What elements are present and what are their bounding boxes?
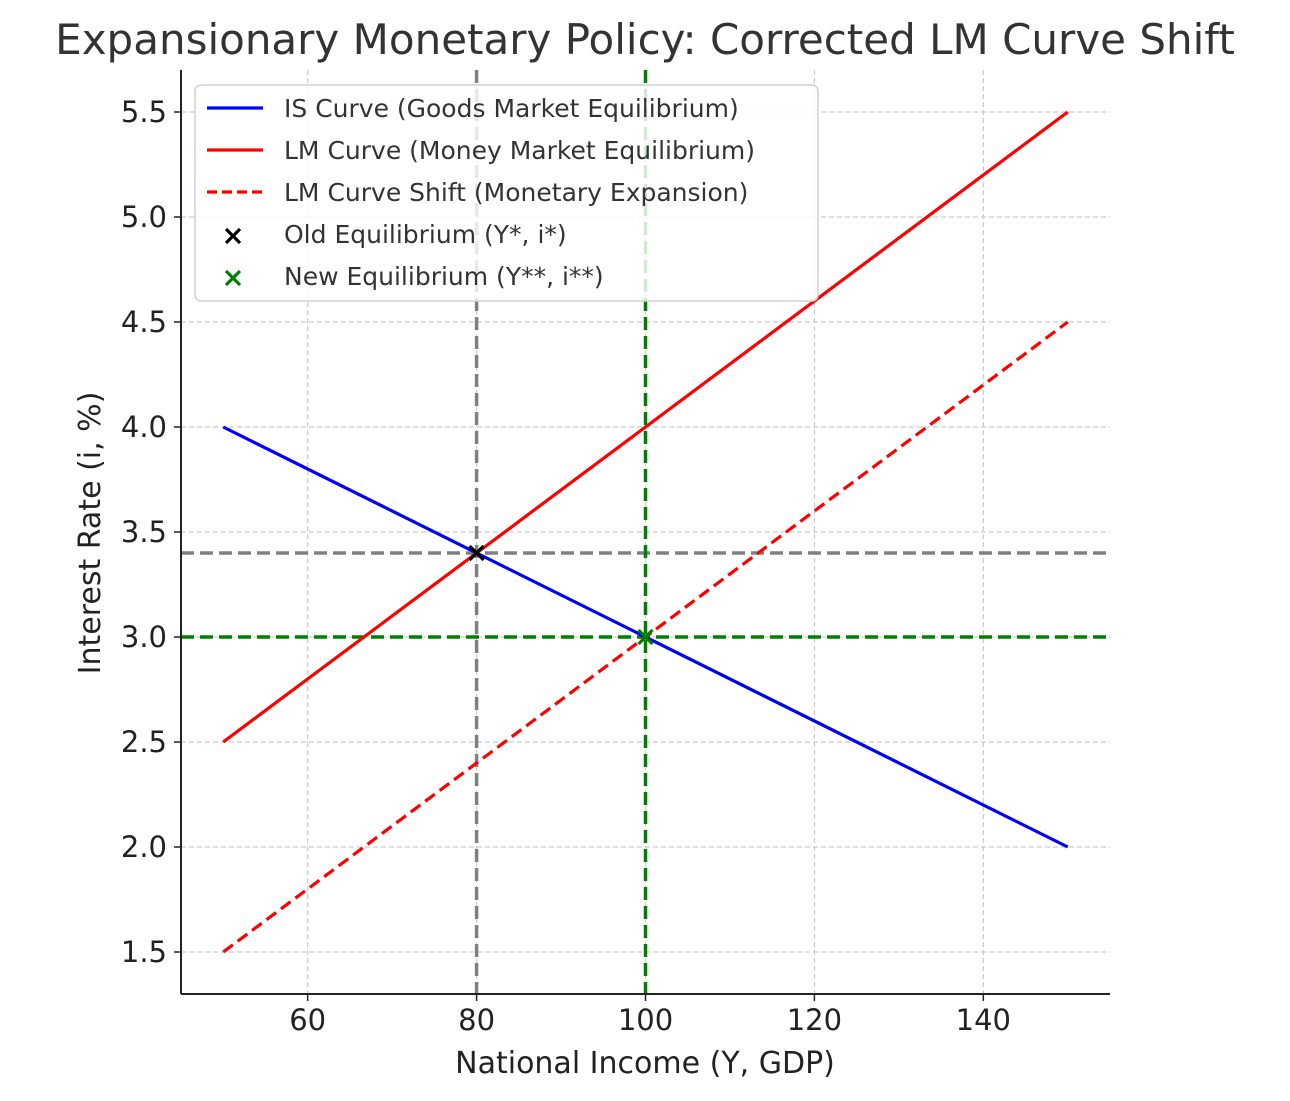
series-line-1	[222, 110, 1069, 744]
equilibrium-point-1-stroke-b	[637, 628, 654, 646]
y-tick-label: 2.5	[121, 725, 167, 759]
legend-marker-0-stroke-b	[224, 227, 242, 245]
legend-box	[194, 84, 819, 302]
y-tick-label: 3.5	[121, 515, 167, 549]
y-tick-label: 4.0	[121, 410, 167, 444]
y-tick-label: 1.5	[121, 935, 167, 969]
x-tick-label: 120	[787, 1003, 842, 1037]
legend-label-0: IS Curve (Goods Market Equilibrium)	[284, 94, 739, 123]
equilibrium-point-0-stroke-b	[468, 544, 485, 562]
x-tick-label: 80	[458, 1003, 495, 1037]
equilibrium-points	[468, 544, 654, 646]
y-tick-label: 5.5	[121, 95, 167, 129]
legend-marker-1	[224, 269, 242, 287]
legend-label-2: LM Curve Shift (Monetary Expansion)	[284, 178, 748, 207]
equilibrium-point-0	[468, 544, 485, 562]
tick-labels: 60 80 100 120 140 1.5 2.0 2.5 3.0 3.5 4.0 4.5 5.0 5.5	[121, 95, 1011, 1037]
legend-marker-0	[224, 227, 242, 245]
y-tick-label: 5.0	[121, 200, 167, 234]
legend-marker-1-stroke-b	[224, 269, 242, 287]
x-axis-label: National Income (Y, GDP)	[455, 1046, 835, 1081]
x-tick-label: 100	[618, 1003, 673, 1037]
equilibrium-point-1	[637, 628, 654, 646]
legend-label-3: Old Equilibrium (Y*, i*)	[284, 220, 567, 249]
x-tick-label: 140	[956, 1003, 1011, 1037]
y-tick-label: 2.0	[121, 830, 167, 864]
y-tick-label: 3.0	[121, 620, 167, 654]
y-axis-label: Interest Rate (i, %)	[73, 392, 108, 675]
legend-label-1: LM Curve (Money Market Equilibrium)	[284, 136, 755, 165]
x-tick-label: 60	[289, 1003, 326, 1037]
legend-label-4: New Equilibrium (Y**, i**)	[284, 262, 604, 291]
y-tick-label: 4.5	[121, 305, 167, 339]
chart-title: Expansionary Monetary Policy: Corrected …	[55, 15, 1235, 64]
legend: IS Curve (Goods Market Equilibrium) LM Cu…	[194, 84, 819, 302]
